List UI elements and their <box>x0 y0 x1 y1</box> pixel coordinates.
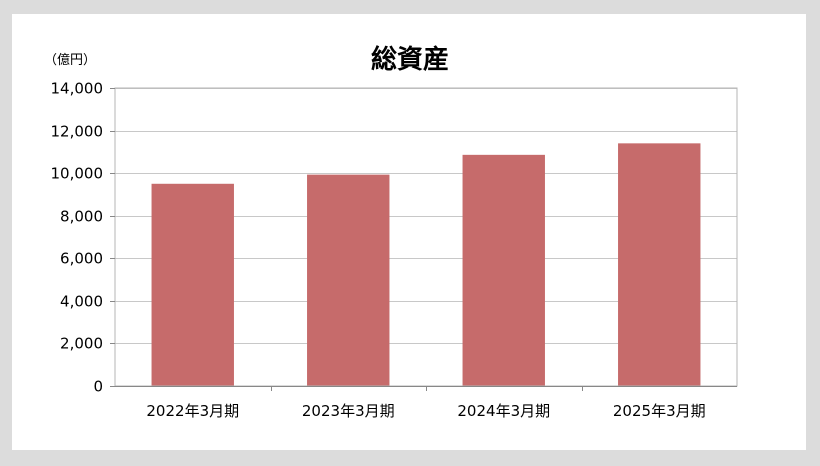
y-tick-label: 12,000 <box>51 123 104 141</box>
bars <box>151 143 701 386</box>
axis-labels: 0 2,000 4,000 6,000 8,000 10,000 12,000 14,000 2… <box>51 80 706 421</box>
y-tick-label: 4,000 <box>60 293 103 311</box>
x-tick-label: 2024年3月期 <box>457 402 550 420</box>
x-tick-label: 2025年3月期 <box>613 402 706 420</box>
bar-4 <box>618 143 701 386</box>
y-tick-label: 0 <box>93 378 103 396</box>
x-tick-label: 2023年3月期 <box>302 402 395 420</box>
axes <box>110 87 738 391</box>
bar-2 <box>307 174 390 386</box>
y-tick-label: 10,000 <box>51 165 104 183</box>
chart-frame: 総資産 （億円） 0 2,000 4,000 6,000 8,000 10,000 12,0… <box>12 14 806 450</box>
bar-3 <box>462 154 545 386</box>
bar-chart: 総資産 （億円） 0 2,000 4,000 6,000 8,000 10,000 12,0… <box>44 44 738 421</box>
bar-1 <box>151 183 234 386</box>
chart-title: 総資産 <box>371 44 449 75</box>
x-tick-label: 2022年3月期 <box>146 402 239 420</box>
y-unit-label: （億円） <box>44 52 96 68</box>
y-tick-label: 14,000 <box>51 80 104 98</box>
y-tick-label: 6,000 <box>60 250 103 268</box>
y-tick-label: 2,000 <box>60 335 103 353</box>
y-tick-label: 8,000 <box>60 208 103 226</box>
